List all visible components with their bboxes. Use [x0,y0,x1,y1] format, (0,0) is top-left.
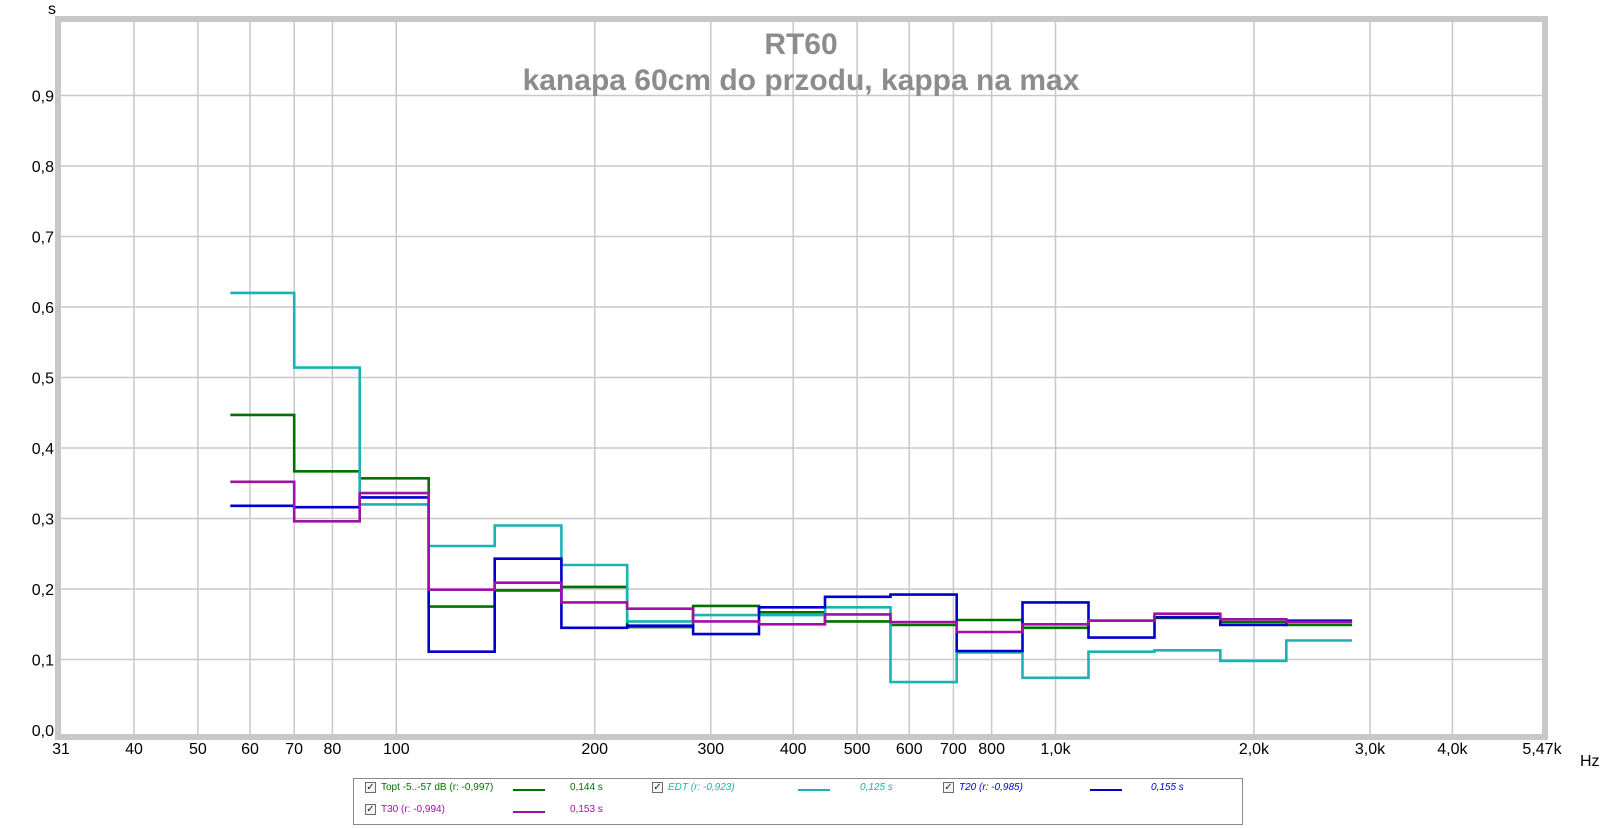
legend-label-topt: Topt -5..-57 dB (r: -0,997) [381,782,494,793]
checkbox-checked-icon[interactable]: ✓ [943,782,954,793]
x-tick-label: 3,0k [1355,741,1386,758]
legend-value-edt: 0,125 s [860,782,893,793]
legend-swatch-t20 [1090,789,1122,791]
legend-row-1: ✓ Topt -5..-57 dB (r: -0,997) 0,144 s ✓ … [354,779,1242,799]
x-tick-label: 31 [52,741,70,758]
y-tick-label: 0,3 [32,512,54,529]
legend-label-t20: T20 (r: -0,985) [959,782,1023,793]
x-tick-label: 700 [940,741,967,758]
x-tick-label: 60 [241,741,259,758]
y-tick-label: 0,5 [32,371,54,388]
series-line-3 [230,480,1353,634]
checkbox-checked-icon[interactable]: ✓ [365,804,376,815]
y-tick-label: 0,8 [32,159,54,176]
y-tick-label: 0,6 [32,300,54,317]
legend-swatch-topt [513,789,545,791]
chart-title: RT60 [764,28,837,61]
y-tick-label: 0,7 [32,230,54,247]
y-tick-label: 0,1 [32,653,54,670]
legend-item-topt[interactable]: ✓ Topt -5..-57 dB (r: -0,997) 0,144 s [365,779,655,799]
series-layer [230,291,1353,684]
legend-swatch-edt [798,789,830,791]
legend-item-t30[interactable]: ✓ T30 (r: -0,994) 0,153 s [365,801,655,821]
x-axis-label: Hz [1580,753,1600,770]
x-tick-label: 40 [125,741,143,758]
x-tick-labels: 31 40 50 60 70 80 100 200 300 400 500 600 700 800 1,0k… [52,741,1562,758]
legend-value-topt: 0,144 s [570,782,603,793]
y-axis-label: s [48,1,56,18]
x-tick-label: 400 [780,741,807,758]
horizontal-gridlines [61,94,1542,661]
legend-value-t20: 0,155 s [1151,782,1184,793]
x-tick-label: 4,0k [1437,741,1468,758]
y-tick-label: 0,9 [32,89,54,106]
legend-row-2: ✓ T30 (r: -0,994) 0,153 s [354,801,1242,821]
legend-swatch-t30 [513,811,545,813]
y-tick-label: 0,4 [32,441,54,458]
x-tick-label: 600 [896,741,923,758]
chart-subtitle: kanapa 60cm do przodu, kappa na max [523,64,1080,97]
x-tick-label: 1,0k [1040,741,1071,758]
x-tick-label: 70 [285,741,303,758]
x-tick-label: 50 [189,741,207,758]
legend-item-edt[interactable]: ✓ EDT (r: -0,923) 0,125 s [652,779,942,799]
y-tick-label: 0,2 [32,582,54,599]
y-tick-labels: 0,0 0,1 0,2 0,3 0,4 0,5 0,6 0,7 0,8 0,9 [32,89,54,741]
legend: ✓ Topt -5..-57 dB (r: -0,997) 0,144 s ✓ … [353,778,1243,825]
x-tick-label: 5,47k [1522,741,1562,758]
checkbox-checked-icon[interactable]: ✓ [652,782,663,793]
x-tick-label: 500 [844,741,871,758]
legend-item-t20[interactable]: ✓ T20 (r: -0,985) 0,155 s [943,779,1233,799]
x-tick-label: 300 [697,741,724,758]
x-tick-label: 80 [324,741,342,758]
legend-label-edt: EDT (r: -0,923) [668,782,735,793]
x-tick-label: 2,0k [1239,741,1270,758]
legend-value-t30: 0,153 s [570,804,603,815]
x-tick-label: 200 [581,741,608,758]
x-tick-label: 100 [383,741,410,758]
legend-label-t30: T30 (r: -0,994) [381,804,445,815]
x-tick-label: 800 [978,741,1005,758]
y-tick-label: 0,0 [32,723,54,740]
checkbox-checked-icon[interactable]: ✓ [365,782,376,793]
